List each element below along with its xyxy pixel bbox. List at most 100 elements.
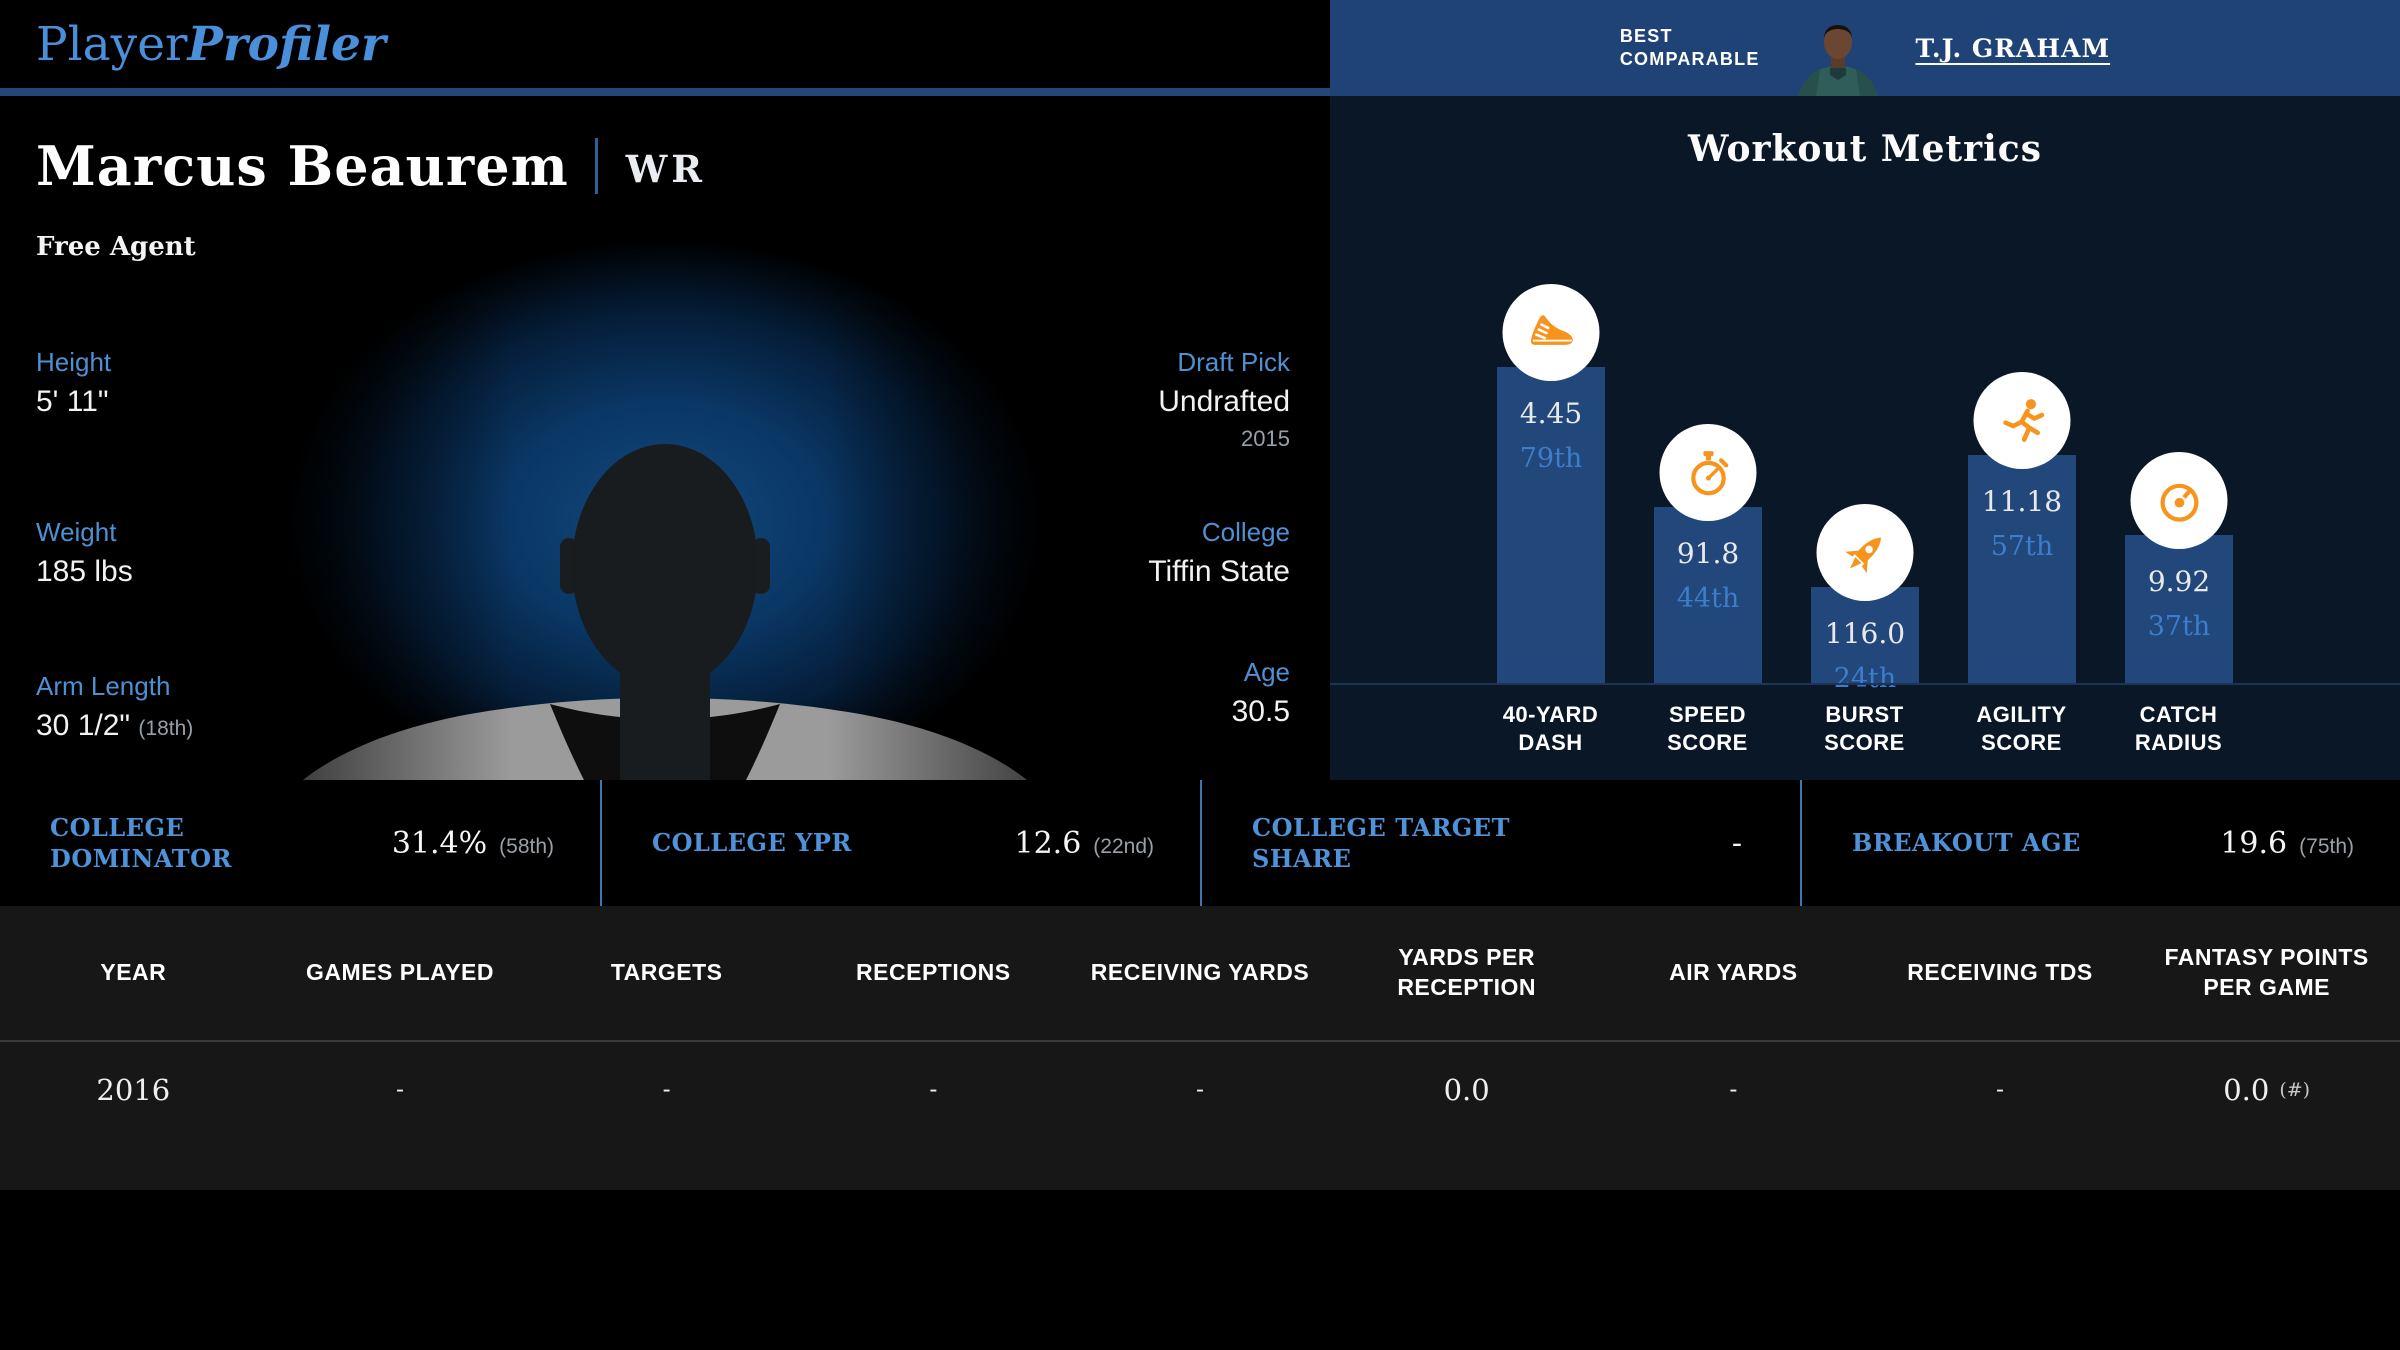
column-header-receptions: RECEPTIONS <box>856 959 1011 986</box>
bar-icon-circle <box>1973 372 2071 469</box>
player-name: Marcus Beaurem <box>36 134 569 198</box>
college-dominator-label: COLLEGE DOMINATOR <box>50 812 232 873</box>
college-ypr-percentile: (22nd) <box>1093 834 1154 858</box>
logo-player-text: Player <box>36 16 188 72</box>
best-comparable-label: BEST COMPARABLE <box>1620 25 1760 72</box>
table-row-2016: 2016 - - - - 0.0 - - 0.0 (#) <box>0 1042 2400 1138</box>
workout-metrics-panel: Workout Metrics 4.45 79th <box>1330 96 2400 780</box>
sprinter-icon <box>2002 398 2044 442</box>
college-ypr-label: COLLEGE YPR <box>652 828 852 858</box>
cell-targets: - <box>662 1076 671 1103</box>
player-info-panel: Marcus Beaurem WR Free Agent Height 5' 1… <box>0 96 1330 780</box>
draft-year: 2015 <box>1241 426 1290 451</box>
comparable-name-link[interactable]: T.J. GRAHAM <box>1915 33 2111 63</box>
bar-icon-circle <box>1502 284 1600 381</box>
player-name-row: Marcus Beaurem WR <box>36 134 706 198</box>
category-line: RADIUS <box>2134 729 2223 755</box>
bar-burst-score: 116.0 24th <box>1811 504 1919 694</box>
fantasy-ppg-value: 0.0 <box>2223 1073 2270 1107</box>
logo-profiler-text: Profiler <box>187 16 386 72</box>
player-position: WR <box>625 147 707 191</box>
bar-icon-circle <box>1816 504 1914 601</box>
arm-length-value: 30 1/2" (18th) <box>36 704 193 751</box>
college-target-share-value: - <box>1731 825 1742 861</box>
category-line: SCORE <box>1824 729 1905 755</box>
college-dominator-value: 31.4% <box>391 825 488 861</box>
workout-metrics-chart: 4.45 79th 91.8 44th <box>1330 96 2400 694</box>
rocket-icon <box>1844 536 1881 573</box>
age-value: 30.5 <box>1231 695 1290 728</box>
bar-value: 11.18 <box>1981 485 2063 518</box>
category-label-catch-radius: CATCH RADIUS <box>2100 701 2257 756</box>
bar-value: 9.92 <box>2147 565 2211 598</box>
category-line: CATCH <box>2139 702 2218 727</box>
draft-pick-label: Draft Pick <box>1177 347 1290 377</box>
college-label: College <box>1201 517 1290 547</box>
bar-value: 116.0 <box>1824 617 1906 650</box>
breakout-age-label: BREAKOUT AGE <box>1852 828 2081 858</box>
attribute-weight: Weight 185 lbs <box>36 514 133 594</box>
table-header-row: YEAR GAMES PLAYED TARGETS RECEPTIONS REC… <box>0 906 2400 1042</box>
comparable-player-avatar[interactable] <box>1790 18 1886 96</box>
bar-catch-radius: 9.92 37th <box>2125 452 2233 683</box>
college-target-share-cell: COLLEGE TARGET SHARE - <box>1200 780 1800 906</box>
column-header-air-yards: AIR YARDS <box>1669 959 1798 986</box>
running-shoe-icon <box>1530 314 1573 345</box>
gauge-icon <box>2160 483 2198 522</box>
cell-year: 2016 <box>96 1073 171 1107</box>
bar-speed-score: 91.8 44th <box>1654 424 1762 683</box>
team-status: Free Agent <box>36 232 196 262</box>
category-label-40-yard-dash: 40-YARD DASH <box>1472 701 1629 756</box>
breakout-age-value: 19.6 <box>2220 825 2288 861</box>
college-value: Tiffin State <box>1148 555 1290 588</box>
stopwatch-icon <box>1690 450 1728 495</box>
bar-percentile: 57th <box>1990 531 2054 562</box>
category-line: SPEED <box>1668 702 1747 727</box>
weight-label: Weight <box>36 517 117 547</box>
breakout-age-percentile: (75th) <box>2299 834 2354 858</box>
best-comparable-line2: COMPARABLE <box>1619 49 1760 69</box>
column-header-games-played: GAMES PLAYED <box>306 959 494 986</box>
bar-value: 4.45 <box>1519 397 1583 430</box>
category-line: SCORE <box>1667 729 1748 755</box>
fantasy-ppg-note: (#) <box>2279 1079 2311 1101</box>
category-line: 40-YARD <box>1502 702 1599 727</box>
attribute-height: Height 5' 11" <box>36 344 111 424</box>
cell-games-played: - <box>395 1076 404 1103</box>
height-label: Height <box>36 347 112 377</box>
bar-percentile: 79th <box>1519 443 1583 474</box>
cell-yards-per-reception: 0.0 <box>1443 1073 1490 1107</box>
silhouette-shading <box>230 306 1110 780</box>
bar-40-yard-dash: 4.45 79th <box>1497 284 1605 683</box>
height-value: 5' 11" <box>36 385 109 418</box>
best-comparable-line1: BEST <box>1619 25 1673 46</box>
column-header-fantasy-points-per-game: FANTASY POINTS PER GAME <box>2164 944 2369 1000</box>
college-target-share-label: COLLEGE TARGET SHARE <box>1252 812 1510 873</box>
category-label-speed-score: SPEED SCORE <box>1629 701 1786 756</box>
column-header-yards-per-reception: YARDS PER RECEPTION <box>1397 944 1536 1000</box>
name-position-divider <box>594 138 598 194</box>
age-label: Age <box>1243 657 1290 687</box>
arm-length-percentile: (18th) <box>138 717 194 740</box>
category-line: AGILITY <box>1976 702 2067 727</box>
category-label-agility-score: AGILITY SCORE <box>1943 701 2100 756</box>
playerprofiler-logo[interactable]: PlayerProfiler <box>36 17 386 72</box>
workout-category-labels: 40-YARD DASH SPEED SCORE BURST SCORE AGI… <box>1330 683 2400 780</box>
college-dominator-percentile: (58th) <box>499 834 554 858</box>
bar-percentile: 44th <box>1676 583 1740 614</box>
top-header-left: PlayerProfiler <box>0 0 1330 96</box>
college-ypr-value: 12.6 <box>1014 825 1082 861</box>
cell-receiving-tds: - <box>1995 1076 2004 1103</box>
column-header-targets: TARGETS <box>610 959 723 986</box>
college-ypr-cell: COLLEGE YPR 12.6 (22nd) <box>600 780 1200 906</box>
cell-air-yards: - <box>1729 1076 1738 1103</box>
attribute-draft-pick: Draft Pick Undrafted 2015 <box>1158 344 1290 454</box>
best-comparable-header: BEST COMPARABLE T.J. GRAHAM <box>1330 0 2400 96</box>
bar-agility-score: 11.18 57th <box>1968 372 2076 683</box>
category-label-burst-score: BURST SCORE <box>1786 701 1943 756</box>
column-header-receiving-tds: RECEIVING TDS <box>1907 959 2093 986</box>
category-line: BURST <box>1825 702 1904 727</box>
workout-metrics-title: Workout Metrics <box>1688 128 2042 170</box>
bar-percentile: 37th <box>2147 611 2211 642</box>
